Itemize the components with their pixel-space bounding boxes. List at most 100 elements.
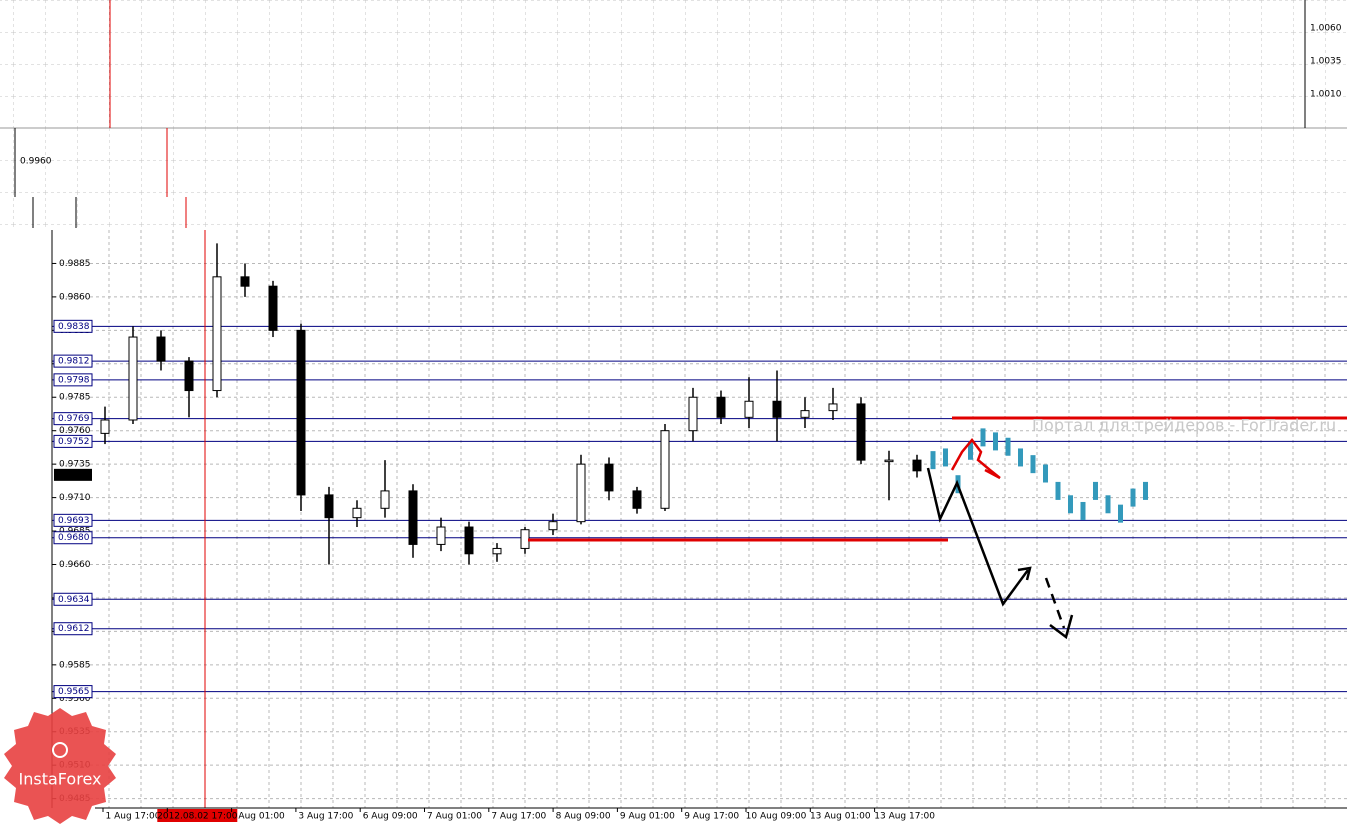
level-label-box (53, 434, 93, 448)
level-label-box (53, 622, 93, 636)
candle-body (268, 285, 278, 331)
watermark: Портал для трейдеров - ForTrader.ru (1032, 416, 1336, 435)
y-tick-label: 0.9760 (59, 426, 91, 436)
candle-body (632, 490, 642, 509)
level-label: 0.9634 (58, 595, 90, 605)
x-tick-label: 10 Aug 09:00 (746, 812, 807, 822)
candle-body (548, 521, 558, 531)
candle-body (100, 419, 110, 434)
forecast-dashed (1044, 577, 1066, 629)
y-tick-label: 0.9860 (59, 292, 91, 302)
candle-body (716, 396, 726, 418)
candle-body (296, 329, 306, 496)
forecast-bar (1018, 448, 1023, 467)
candle-body (576, 463, 586, 523)
forecast-bar (1143, 481, 1148, 500)
forecast-bar (1130, 488, 1136, 507)
level-label: 0.9612 (58, 624, 90, 634)
candle-body (324, 494, 334, 519)
level-label-box (53, 685, 93, 699)
forecast-bar (1055, 481, 1061, 500)
level-label: 0.9812 (58, 357, 90, 367)
candle-body (408, 490, 418, 545)
price-label-box (54, 468, 92, 481)
arrow-head (1017, 566, 1032, 581)
candle-body (156, 336, 166, 362)
candle-body (492, 547, 502, 555)
candle-body (520, 529, 530, 549)
candles (100, 243, 1148, 565)
axis-bg (0, 230, 52, 808)
candle-body (856, 403, 866, 461)
y-tick-label: 0.9560 (59, 694, 91, 704)
candle-body (352, 507, 362, 519)
logo-text: InstaForex (19, 770, 102, 789)
forecast-bar (1005, 437, 1011, 456)
level-label-box (53, 412, 93, 426)
level-label-box (53, 319, 93, 333)
level-label: 0.9565 (58, 687, 90, 697)
x-tick-label: 8 Aug 09:00 (556, 812, 611, 822)
glitch-label: 0.9960 (20, 157, 52, 167)
levels (0, 325, 1347, 693)
candle-body (660, 430, 670, 509)
y-tick-label: 0.9735 (59, 460, 91, 470)
x-tick-label: 2012.08.02 17:00 (157, 812, 238, 822)
x-tick-label: 9 Aug 17:00 (684, 812, 739, 822)
candle-body (240, 276, 250, 287)
logo: InstaForex (4, 708, 116, 824)
level-labels: 0.9838 0.9812 0.9798 0.9769 0.9752 0.9693 0.96… (53, 319, 93, 699)
red-forecast-path (950, 437, 1001, 480)
level-label: 0.9680 (58, 533, 90, 543)
y-tick-label: 0.9710 (59, 493, 91, 503)
x-label-highlight (157, 809, 238, 822)
y-tick-label: 0.9585 (59, 660, 91, 670)
x-tick-label: 9 Aug 01:00 (620, 812, 675, 822)
x-tick-label: 13 Aug 01:00 (810, 812, 871, 822)
x-axis-bg (0, 808, 1347, 828)
forecast-bar (1118, 504, 1123, 523)
forecast-bar (1030, 455, 1036, 474)
forecast-bar (930, 451, 936, 470)
x-tick-label: 1 Aug 17:00 (106, 812, 161, 822)
y-tick-label: 0.9660 (59, 560, 91, 570)
glitch-label: 1.0010 (1310, 90, 1342, 100)
candle-body (772, 400, 782, 418)
forecast-bar (968, 441, 973, 460)
candle-body (744, 400, 754, 418)
logo-icon (52, 742, 68, 758)
x-tick-label: 3 Aug 17:00 (298, 812, 353, 822)
candle-body (128, 336, 138, 421)
forecast-bar (980, 428, 986, 447)
level-label-box (53, 354, 93, 368)
glitch-label: 1.0035 (1310, 57, 1342, 67)
level-label: 0.9798 (58, 375, 90, 385)
candle-body (436, 526, 446, 545)
arrow-head (1049, 614, 1074, 640)
glitch-label: 1.0060 (1310, 24, 1342, 34)
forecast-bar (1068, 495, 1073, 514)
candle-body (380, 490, 390, 509)
candle-body (604, 463, 614, 492)
level-label-box (53, 513, 93, 527)
x-tick-label: 7 Aug 17:00 (491, 812, 546, 822)
candle-body (912, 459, 922, 472)
logo-badge (4, 708, 116, 824)
forecast-path (926, 467, 1030, 607)
forecast-bar (1043, 464, 1048, 483)
candle-body (212, 276, 222, 392)
level-label: 0.9752 (58, 437, 90, 447)
candle-body (884, 459, 894, 463)
level-label: 0.9769 (58, 414, 90, 424)
forecast-bar (1080, 501, 1086, 520)
level-label-box (53, 373, 93, 387)
x-tick-label: 7 Aug 01:00 (427, 812, 482, 822)
candle-body (184, 360, 194, 392)
y-tick-label: 0.9785 (59, 393, 91, 403)
level-label-box (53, 592, 93, 606)
panel-top (0, 228, 1347, 230)
price-label: 0.9727 (58, 470, 90, 480)
forecast-bar (993, 432, 998, 451)
